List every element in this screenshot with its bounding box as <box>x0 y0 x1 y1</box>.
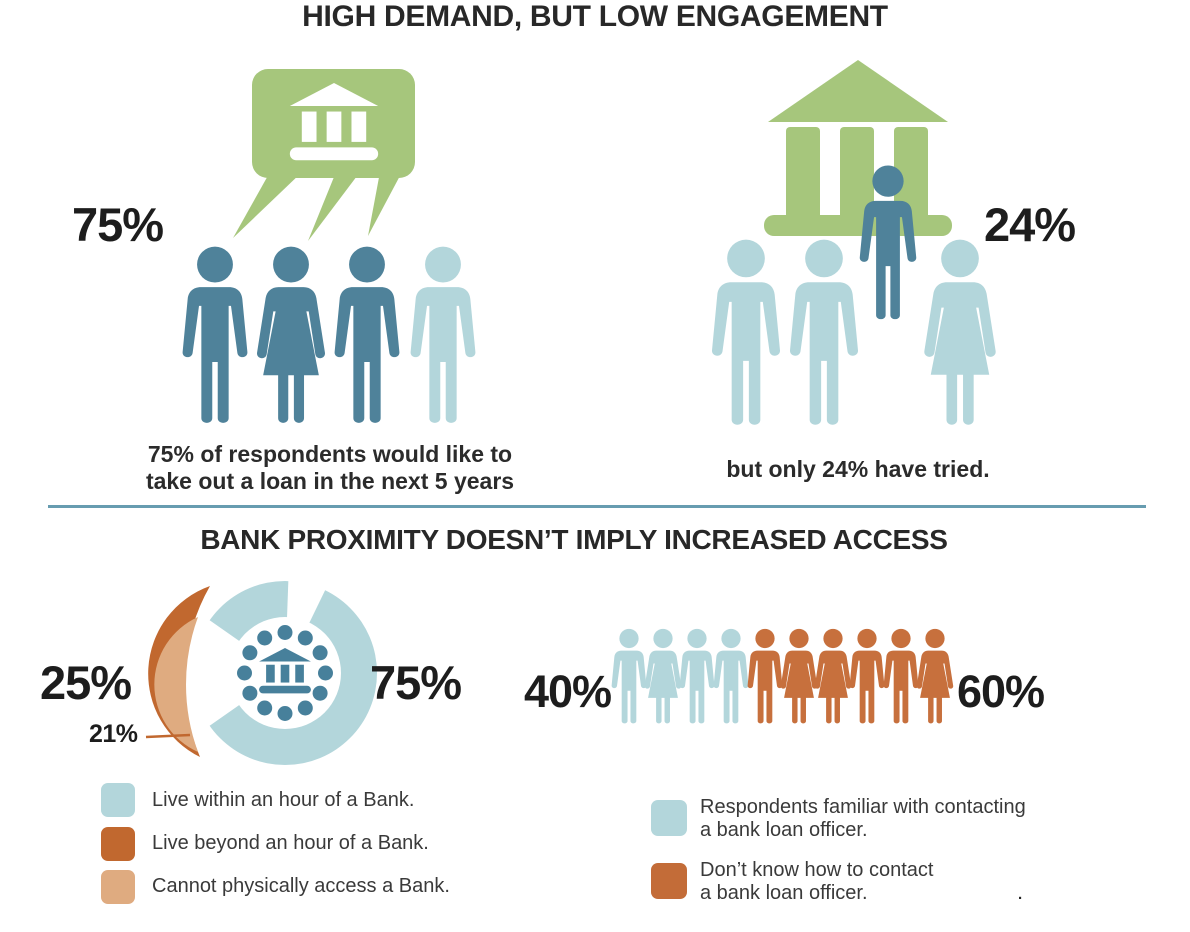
person-man-icon <box>883 628 919 724</box>
stat-familiar: 40% <box>524 666 612 717</box>
legend-swatch-no-access <box>101 870 135 904</box>
legend-label-beyond: Live beyond an hour of a Bank. <box>152 832 429 854</box>
legend-label-no-access: Cannot physically access a Bank. <box>152 875 450 897</box>
person-woman-icon <box>814 628 852 724</box>
person-woman-icon <box>780 628 818 724</box>
legend-label-line: a bank loan officer. <box>700 818 868 841</box>
person-man-icon <box>747 628 783 724</box>
caption-line: take out a loan in the next 5 years <box>145 468 515 494</box>
person-man-icon <box>410 246 476 423</box>
speech-bubble-tail-icon <box>368 172 402 236</box>
building-column <box>840 127 874 222</box>
stray-mark: . <box>1018 886 1023 903</box>
person-man-icon <box>713 628 749 724</box>
stat-no-access: 21% <box>89 720 138 748</box>
legend-swatch-within <box>101 783 135 817</box>
person-man-icon <box>711 239 781 425</box>
proximity-donut-group <box>145 563 377 765</box>
person-man-icon <box>334 246 400 423</box>
stat-within-hour: 75% <box>370 656 462 709</box>
proximity-legend-swatches <box>101 783 135 904</box>
legend-label-line: Respondents familiar with contacting <box>700 796 1026 818</box>
donut-opening <box>170 610 285 736</box>
caption-line: 75% of respondents would like to <box>147 441 513 467</box>
person-woman-icon <box>924 239 996 425</box>
donut-exploded-slice-inner <box>154 617 198 752</box>
legend-swatch-familiar <box>651 800 687 836</box>
person-woman-icon <box>257 246 325 423</box>
caption-have-tried: but only 24% have tried. <box>726 456 990 482</box>
building-column <box>786 127 820 222</box>
stat-would-like-loan: 75% <box>72 198 164 251</box>
stat-unfamiliar: 60% <box>957 666 1045 717</box>
leader-line <box>145 733 191 739</box>
building-base <box>764 215 952 236</box>
loan-demand-group <box>182 69 476 423</box>
loan-tried-group <box>711 60 996 425</box>
section-divider <box>48 505 1146 508</box>
person-man-icon <box>789 239 859 425</box>
legend-label-within: Live within an hour of a Bank. <box>152 789 415 811</box>
legend-label-familiar: Respondents familiar with contacting a b… <box>700 796 1026 841</box>
legend-label-unfamiliar: Don’t know how to contact a bank loan of… <box>700 859 933 904</box>
legend-label-line: Don’t know how to contact <box>700 859 934 881</box>
caption-would-like-loan: 75% of respondents would like to take ou… <box>130 441 530 495</box>
person-man-icon <box>611 628 647 724</box>
building-column <box>894 127 928 222</box>
contact-pictograph-group <box>611 628 954 724</box>
stat-have-tried: 24% <box>984 198 1076 251</box>
legend-swatch-beyond <box>101 827 135 861</box>
legend-label-line: a bank loan officer. <box>700 881 868 904</box>
person-man-icon <box>182 246 248 423</box>
donut-dot-ring <box>237 625 333 721</box>
section2-title: BANK PROXIMITY DOESN’T IMPLY INCREASED A… <box>200 524 948 555</box>
person-woman-icon <box>916 628 954 724</box>
speech-bubble-tail-icon <box>233 172 302 238</box>
person-man-icon <box>849 628 885 724</box>
person-man-icon <box>679 628 715 724</box>
contact-legend-swatches <box>651 800 687 899</box>
building-pediment <box>768 60 948 122</box>
section1-title: HIGH DEMAND, BUT LOW ENGAGEMENT <box>302 0 888 33</box>
speech-bubble-tail-icon <box>308 172 360 241</box>
legend-swatch-unfamiliar <box>651 863 687 899</box>
stat-beyond-hour: 25% <box>40 656 132 709</box>
person-woman-icon <box>644 628 682 724</box>
